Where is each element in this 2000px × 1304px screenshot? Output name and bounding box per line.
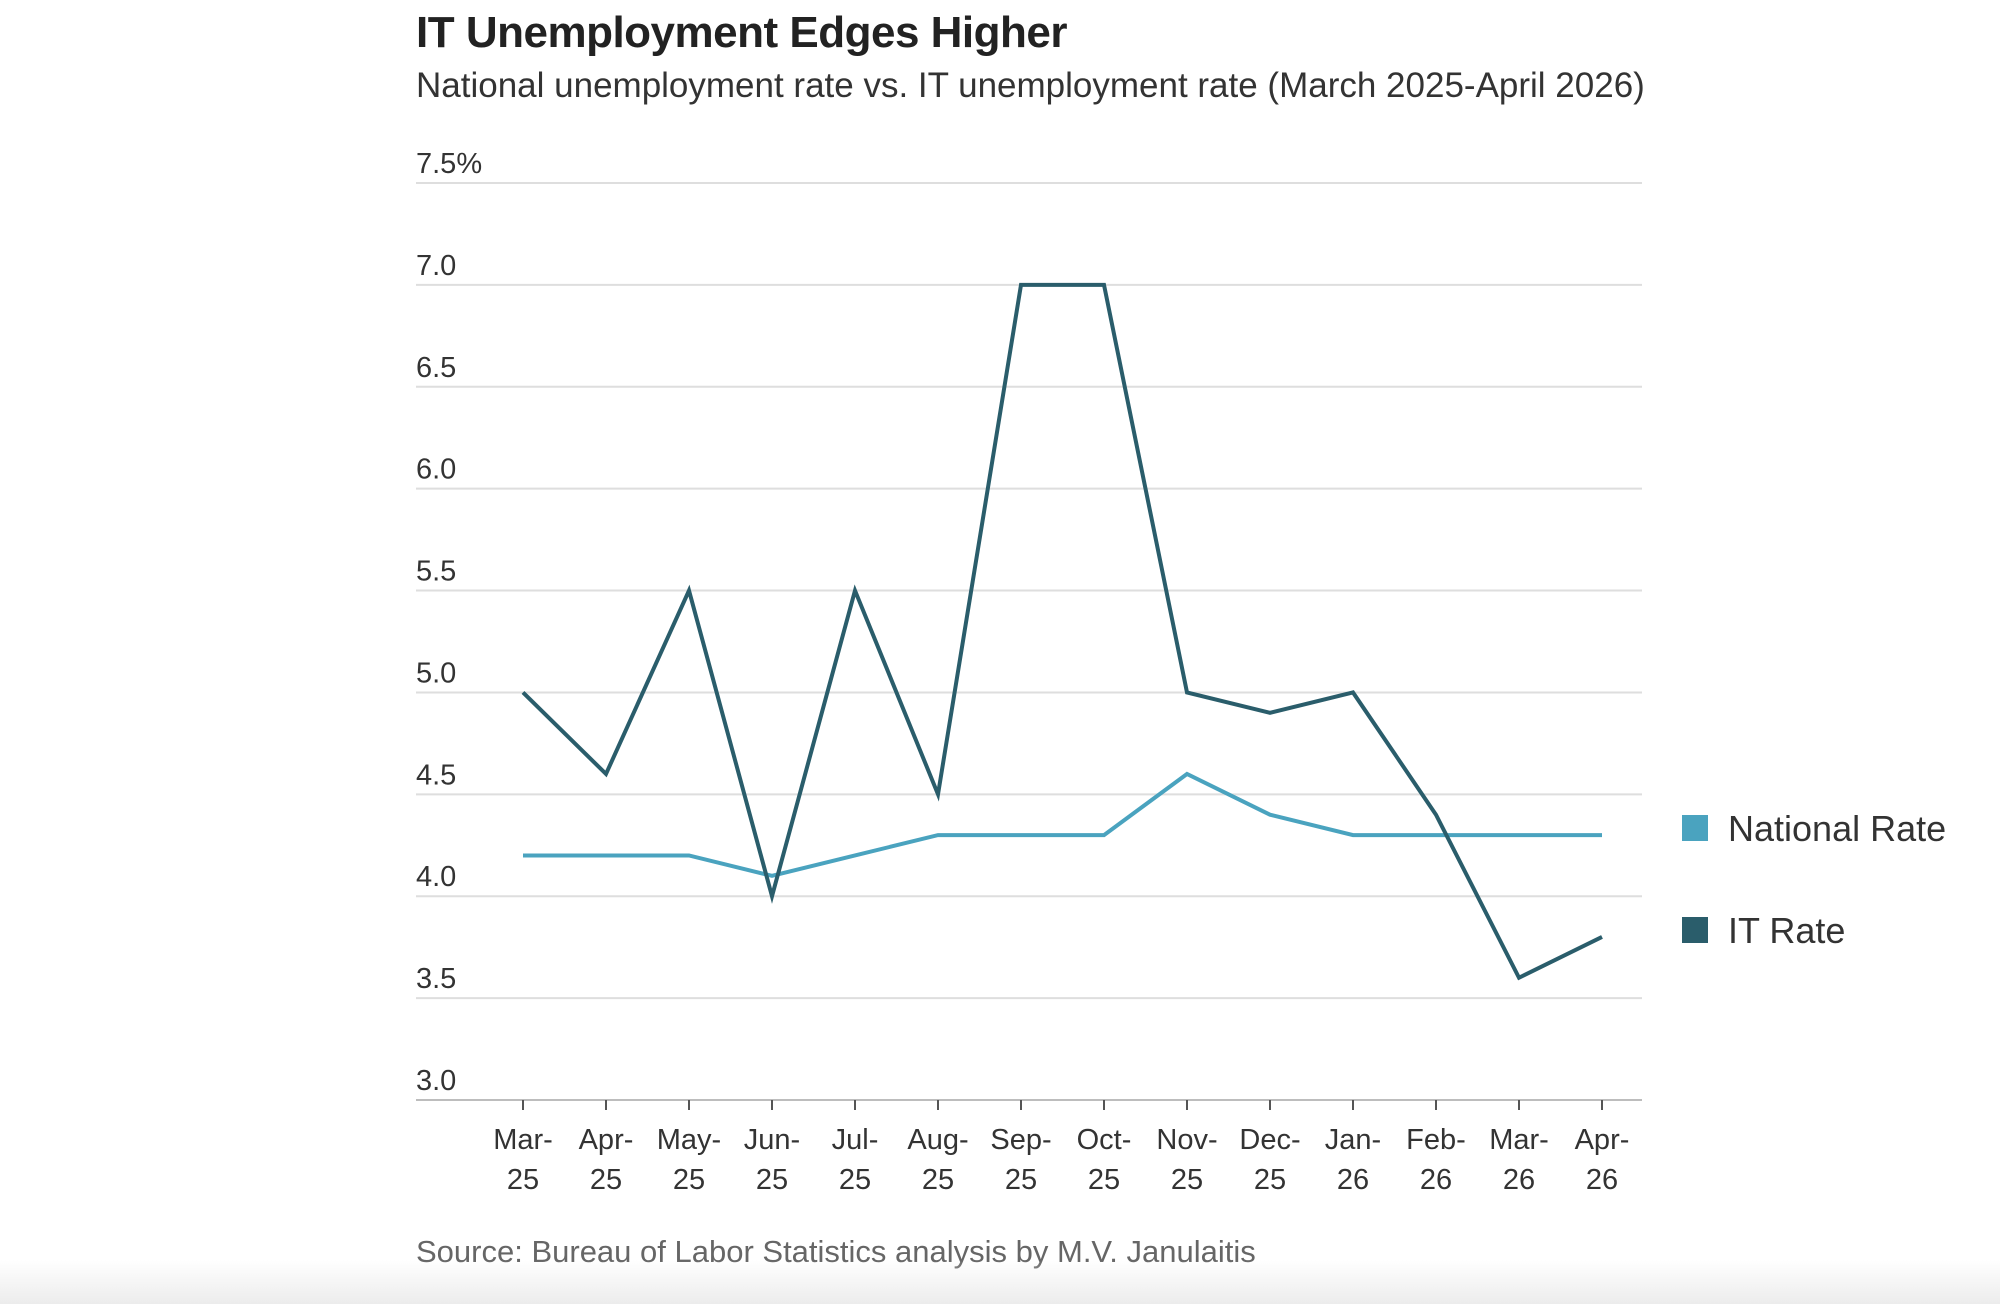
legend-swatch — [1682, 815, 1708, 841]
x-tick-label-year: 25 — [1088, 1164, 1120, 1196]
x-tick-label: Mar- — [493, 1124, 553, 1156]
series-line-it-rate — [521, 282, 1603, 981]
x-tick-label-year: 25 — [673, 1164, 705, 1196]
y-tick-label: 6.0 — [416, 454, 456, 486]
series-lines — [521, 282, 1603, 981]
y-tick-label: 6.5 — [416, 352, 456, 384]
x-axis-ticks: Mar- 25 Apr- 25 May- 25 Jun- 25 Jul- 25 Aug- 25 Sep-… — [493, 1100, 1629, 1196]
x-tick-label-year: 26 — [1503, 1164, 1535, 1196]
chart-subtitle: National unemployment rate vs. IT unempl… — [416, 66, 1645, 105]
y-tick-label: 5.5 — [416, 556, 456, 588]
x-tick-label: Dec- — [1239, 1124, 1300, 1156]
legend-label: IT Rate — [1728, 910, 1845, 951]
grid-lines — [416, 182, 1642, 1101]
x-tick-label: Oct- — [1077, 1124, 1132, 1156]
y-tick-label: 3.5 — [416, 963, 456, 995]
x-tick-label-year: 25 — [590, 1164, 622, 1196]
x-tick-label: Feb- — [1406, 1124, 1466, 1156]
x-tick-label: May- — [657, 1124, 721, 1156]
y-tick-label: 7.5% — [416, 148, 482, 180]
x-tick-label: Apr- — [579, 1124, 634, 1156]
y-tick-label: 3.0 — [416, 1065, 456, 1097]
legend-label: National Rate — [1728, 808, 1946, 849]
chart-title: IT Unemployment Edges Higher — [416, 8, 1067, 57]
x-tick-label-year: 25 — [1005, 1164, 1037, 1196]
x-tick-label: Nov- — [1156, 1124, 1217, 1156]
bottom-fade — [0, 1260, 2000, 1304]
x-tick-label: Apr- — [1575, 1124, 1630, 1156]
x-tick-label-year: 25 — [756, 1164, 788, 1196]
x-tick-label: Aug- — [907, 1124, 968, 1156]
y-tick-label: 7.0 — [416, 250, 456, 282]
y-tick-label: 5.0 — [416, 657, 456, 689]
x-tick-label: Jul- — [832, 1124, 879, 1156]
y-tick-label: 4.5 — [416, 759, 456, 791]
legend: National Rate IT Rate — [1682, 808, 1946, 951]
y-axis-tick-labels: 7.5% 7.0 6.5 6.0 5.5 5.0 4.5 4.0 3.5 3.0 — [416, 148, 482, 1097]
x-tick-label-year: 25 — [1254, 1164, 1286, 1196]
x-tick-label: Jan- — [1325, 1124, 1381, 1156]
legend-swatch — [1682, 917, 1708, 943]
x-tick-label-year: 26 — [1337, 1164, 1369, 1196]
x-tick-label: Jun- — [744, 1124, 800, 1156]
series-line-national-rate — [523, 771, 1602, 878]
x-tick-label: Mar- — [1489, 1124, 1549, 1156]
x-tick-label-year: 25 — [839, 1164, 871, 1196]
x-tick-label-year: 25 — [922, 1164, 954, 1196]
x-tick-label-year: 25 — [1171, 1164, 1203, 1196]
x-tick-label-year: 26 — [1586, 1164, 1618, 1196]
x-tick-label-year: 25 — [507, 1164, 539, 1196]
x-tick-label-year: 26 — [1420, 1164, 1452, 1196]
y-tick-label: 4.0 — [416, 861, 456, 893]
x-tick-label: Sep- — [990, 1124, 1051, 1156]
